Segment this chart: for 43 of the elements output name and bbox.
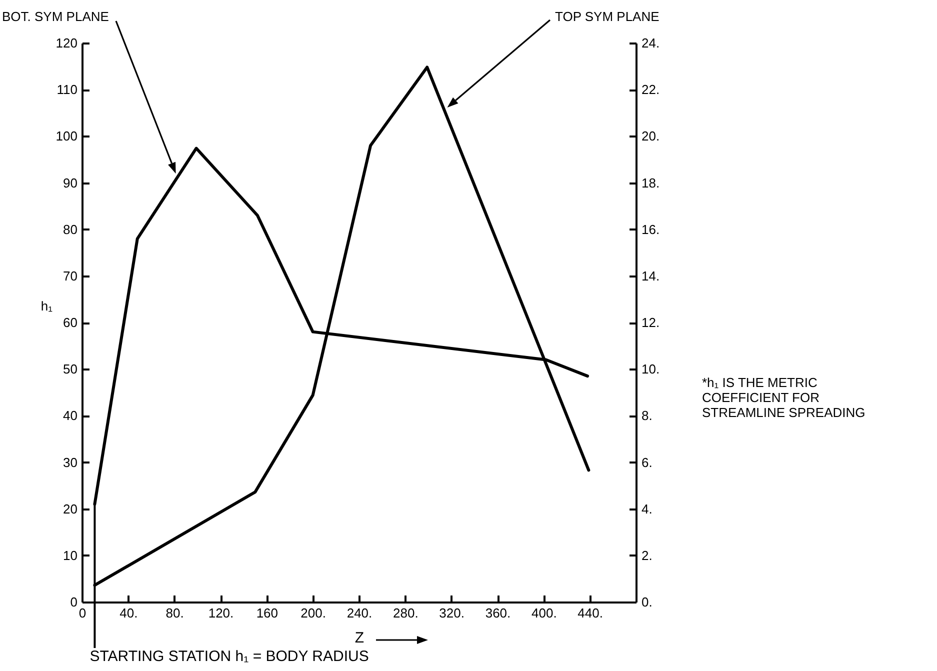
y2-tick-label: 8. [642, 408, 652, 424]
y-tick-label: 40 [63, 408, 78, 424]
x-tick-label: 400. [532, 606, 557, 620]
x-tick-label: 160 [256, 606, 278, 620]
x-tick-label: 360. [485, 606, 511, 620]
text: TOP SYM PLANE [555, 9, 660, 24]
y2-tick-label: 2. [642, 548, 652, 563]
y2-tick-label: 24. [642, 36, 660, 50]
x-tick-label: 440. [578, 606, 603, 620]
x-tick-label: 320. [439, 606, 464, 620]
y-tick-label: 0 [70, 594, 78, 610]
y2-tick-label: 14. [642, 268, 660, 284]
x-tick-label: 200. [300, 606, 326, 620]
text: BOT. SYM PLANE [2, 9, 110, 24]
y-tick-label: 100 [56, 128, 78, 144]
y-tick-label: 80 [63, 222, 78, 237]
ref-line-label: STARTING STATION h₁ = BODY RADIUS [90, 648, 369, 665]
y-tick-label: 10 [63, 548, 78, 563]
y2-tick-label: 20. [642, 128, 660, 144]
y-tick-label: 50 [63, 362, 78, 377]
y-tick-label: 120 [56, 36, 78, 50]
y-tick-label: 20 [63, 501, 78, 516]
y-tick-label: 110 [56, 82, 78, 98]
x-tick-label: 80. [166, 606, 184, 620]
x-tick-label: 120. [208, 606, 234, 620]
y-tick-label: 70 [63, 268, 78, 284]
x-tick-label: 240. [346, 606, 372, 620]
text: *h₁ IS THE METRIC COEFFICIENT FOR STREAMLINE SPREADING [702, 375, 866, 420]
y-axis-title: h₁ [40, 298, 54, 314]
x-tick-label: 280. [393, 606, 418, 620]
y2-tick-label: 12. [642, 315, 660, 330]
y2-tick-label: 10. [642, 362, 660, 377]
y2-tick-label: 16. [642, 222, 660, 237]
y-tick-label: 30 [63, 454, 78, 470]
y-tick-label: 60 [63, 315, 78, 330]
x-tick-label: 40. [120, 606, 138, 620]
y-tick-label: 90 [63, 175, 78, 190]
y2-tick-label: 18. [642, 175, 660, 190]
y2-tick-label: 4. [642, 501, 652, 516]
y2-tick-label: 0. [642, 594, 652, 610]
y2-tick-label: 22. [642, 82, 660, 98]
x-axis-title: Z [354, 630, 364, 646]
y2-tick-label: 6. [642, 454, 652, 470]
